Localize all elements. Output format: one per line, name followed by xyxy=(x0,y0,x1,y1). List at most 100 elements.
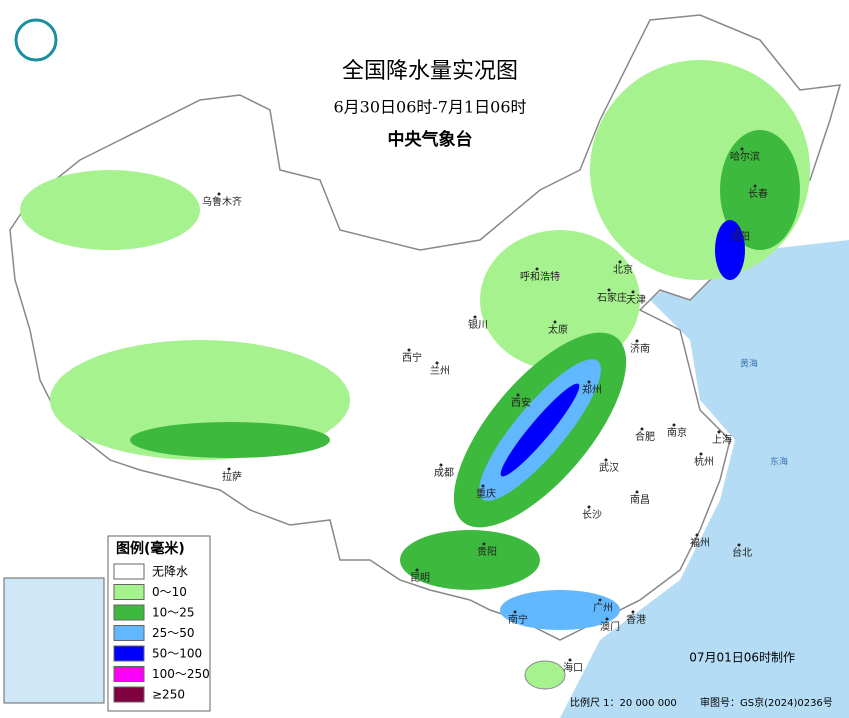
sea-label: 黄海 xyxy=(740,358,758,370)
legend-label: 50～100 xyxy=(152,647,202,661)
city-dot xyxy=(604,458,608,462)
city-label: 上海 xyxy=(712,433,732,446)
city-dot xyxy=(513,610,517,614)
city-label: 南昌 xyxy=(630,493,650,506)
legend-label: ≥250 xyxy=(152,688,185,702)
city-dot xyxy=(568,658,572,662)
rain-areas xyxy=(20,60,810,690)
city-dot xyxy=(640,427,644,431)
city-label: 兰州 xyxy=(430,364,450,377)
city-label: 重庆 xyxy=(476,487,496,500)
legend-label: 0～10 xyxy=(152,585,187,599)
city-dot xyxy=(672,423,676,427)
city-label: 太原 xyxy=(548,323,568,336)
city-dot xyxy=(618,260,622,264)
city-dot xyxy=(439,463,443,467)
city-dot xyxy=(635,339,639,343)
city-dot xyxy=(415,568,419,572)
city-dot xyxy=(737,543,741,547)
city-label: 广州 xyxy=(593,602,613,614)
city-label: 海口 xyxy=(563,661,583,674)
city-label: 合肥 xyxy=(635,430,655,443)
city-label: 乌鲁木齐 xyxy=(202,195,242,208)
city-label: 南京 xyxy=(667,426,687,439)
logo xyxy=(14,18,58,62)
city-label: 沈阳 xyxy=(730,230,750,243)
city-label: 天津 xyxy=(626,294,646,306)
legend-label: 100～250 xyxy=(152,667,210,681)
legend-swatch xyxy=(113,645,145,662)
legend-title: 图例(毫米) xyxy=(116,540,185,557)
city-dot xyxy=(217,192,221,196)
city-label: 石家庄 xyxy=(597,291,627,304)
agency: 中央气象台 xyxy=(388,129,473,150)
city-label: 呼和浩特 xyxy=(520,271,560,283)
made-time: 07月01日06时制作 xyxy=(689,651,795,665)
city-dot xyxy=(740,147,744,151)
city-dot xyxy=(695,533,699,537)
scale: 比例尺 1：20 000 000 xyxy=(570,696,677,709)
city-label: 成都 xyxy=(434,467,454,479)
rain-area xyxy=(400,530,540,590)
legend-swatch xyxy=(113,686,145,703)
legend-label: 25～50 xyxy=(152,626,195,640)
inset-map xyxy=(3,577,105,704)
city-dot xyxy=(717,430,721,434)
city-label: 哈尔滨 xyxy=(730,150,760,163)
rain-area xyxy=(500,590,620,630)
city-dot xyxy=(607,288,611,292)
city-dot xyxy=(699,452,703,456)
legend-items: 无降水 0～10 10～25 25～50 50～100 100～250 ≥250 xyxy=(113,563,210,703)
city-label: 福州 xyxy=(690,536,710,549)
city-label: 西宁 xyxy=(402,351,422,364)
city-dot xyxy=(631,610,635,614)
legend-label: 无降水 xyxy=(152,565,188,579)
city-dot xyxy=(227,467,231,471)
rain-area xyxy=(500,383,580,477)
city-dot xyxy=(473,315,477,319)
legend-swatch xyxy=(113,666,145,682)
rain-area xyxy=(20,170,200,250)
city-dot xyxy=(481,484,485,488)
city-label: 澳门 xyxy=(600,620,620,633)
city-label: 北京 xyxy=(613,263,633,276)
city-dot xyxy=(535,267,539,271)
city-label: 郑州 xyxy=(582,383,602,396)
approval: 审图号：GS京(2024)0236号 xyxy=(700,696,833,709)
city-dot xyxy=(598,598,602,602)
subtitle: 6月30日06时-7月1日06时 xyxy=(333,98,526,117)
legend-box xyxy=(107,535,211,712)
city-dot xyxy=(735,227,739,231)
city-label: 西安 xyxy=(511,396,531,409)
city-label: 长春 xyxy=(748,188,768,200)
rain-area xyxy=(130,422,330,458)
legend-swatch xyxy=(113,604,145,621)
city-label: 贵阳 xyxy=(477,545,497,558)
city-dot xyxy=(553,320,557,324)
city-label: 银川 xyxy=(468,318,488,331)
city-dot xyxy=(635,490,639,494)
rain-area xyxy=(715,220,745,280)
city-dot xyxy=(435,361,439,365)
city-label: 南宁 xyxy=(508,613,528,626)
city-label: 拉萨 xyxy=(222,470,242,483)
rain-area xyxy=(720,130,800,250)
city-label: 济南 xyxy=(630,342,650,355)
legend-swatch xyxy=(113,563,145,580)
city-dot xyxy=(631,290,635,294)
sea xyxy=(560,240,849,718)
sea-label: 东海 xyxy=(770,456,788,468)
city-dot xyxy=(587,380,591,384)
city-dot xyxy=(587,505,591,509)
city-dot xyxy=(407,348,411,352)
title: 全国降水量实况图 xyxy=(342,59,518,84)
city-label: 香港 xyxy=(626,614,646,626)
legend-label: 10～25 xyxy=(152,606,195,620)
legend-swatch xyxy=(113,584,145,600)
hainan xyxy=(524,660,566,690)
city-label: 杭州 xyxy=(694,455,714,468)
city-dot xyxy=(516,393,520,397)
city-label: 台北 xyxy=(732,546,752,559)
